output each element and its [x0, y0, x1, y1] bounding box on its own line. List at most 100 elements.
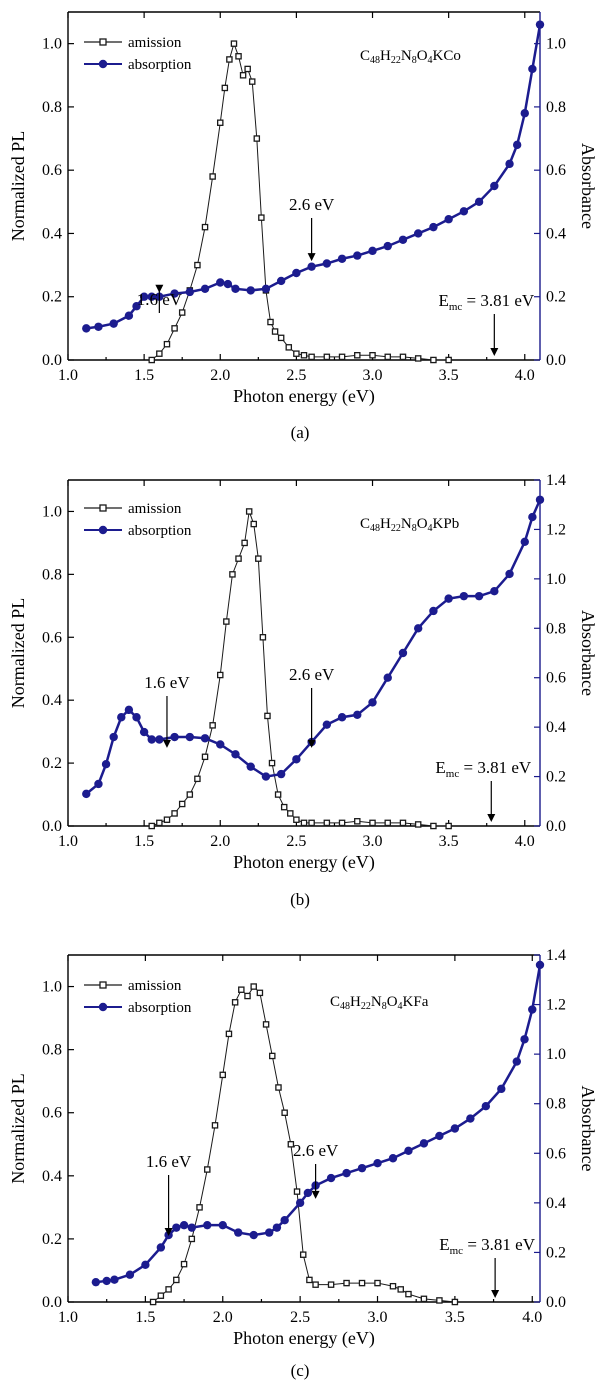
y-tick-label: 1.0 — [42, 503, 62, 520]
x-axis-title: Photon energy (eV) — [233, 1328, 375, 1349]
y-tick-label: 0.2 — [42, 755, 62, 772]
data-point-amission — [384, 819, 391, 827]
data-point-amission — [293, 816, 300, 823]
data-point-absorption — [203, 1220, 212, 1230]
data-point-amission — [163, 816, 171, 823]
data-point-amission — [300, 819, 308, 827]
x-tick-label: 2.5 — [286, 833, 306, 850]
y-tick-label: 0.0 — [42, 1294, 62, 1311]
data-point-amission — [343, 1279, 350, 1287]
data-point-amission — [225, 1030, 233, 1038]
data-point-absorption — [490, 181, 499, 191]
x-tick-label: 3.0 — [368, 1309, 388, 1326]
data-point-amission — [274, 791, 282, 798]
data-point-amission — [338, 819, 346, 827]
data-point-absorption — [444, 594, 453, 603]
data-point-absorption — [139, 292, 149, 301]
data-point-amission — [299, 1251, 307, 1258]
data-point-amission — [451, 1298, 459, 1306]
x-tick-label: 2.5 — [290, 1309, 310, 1326]
y2-axis-title: Absorbance — [578, 143, 598, 229]
data-point-amission — [221, 84, 229, 92]
data-point-absorption — [249, 1230, 258, 1240]
annotation-label: Emc = 3.81 eV — [435, 758, 531, 780]
data-point-absorption — [435, 1131, 444, 1141]
data-point-absorption — [109, 319, 118, 328]
data-point-amission — [271, 328, 279, 335]
data-point-absorption — [490, 587, 499, 596]
data-point-absorption — [512, 1057, 521, 1066]
data-point-absorption — [124, 311, 134, 320]
chart-panel-2: 1.0 1.5 2.0 2.5 3.0 3.5 4.00.00.20.40.60.81.00… — [8, 472, 598, 909]
data-point-amission — [173, 1276, 180, 1284]
x-axis-title: Photon energy (eV) — [233, 386, 375, 407]
data-point-amission — [285, 344, 293, 351]
y-tick-label: 0.2 — [42, 289, 62, 306]
data-point-amission — [277, 334, 285, 342]
data-point-amission — [256, 989, 264, 997]
x-tick-label: 1.5 — [135, 1309, 155, 1326]
data-point-absorption — [368, 246, 377, 256]
data-point-absorption — [147, 292, 156, 301]
data-point-absorption — [246, 762, 255, 771]
data-point-amission — [430, 822, 437, 830]
data-point-amission — [259, 634, 267, 641]
y2-tick-label: 0.0 — [546, 818, 566, 835]
data-point-amission — [148, 356, 155, 364]
data-point-amission — [165, 1286, 172, 1293]
chart-panel-1: 1.0 1.5 2.0 2.5 3.0 3.5 4.00.00.20.40.60.81.00… — [8, 11, 598, 442]
annotation-label: Emc = 3.81 eV — [439, 1235, 535, 1257]
data-point-amission — [445, 822, 452, 830]
y2-tick-label: 1.2 — [546, 997, 566, 1014]
data-point-absorption — [170, 732, 179, 742]
data-point-absorption — [535, 20, 545, 29]
legend-marker-absorption — [98, 525, 108, 535]
data-point-absorption — [357, 1163, 367, 1173]
y-tick-label: 0.4 — [42, 225, 62, 242]
data-point-amission — [430, 356, 437, 364]
data-point-amission — [280, 803, 288, 811]
data-point-amission — [186, 791, 194, 798]
y-axis-title: Normalized PL — [8, 598, 28, 708]
data-point-absorption — [505, 159, 514, 169]
data-point-amission — [226, 56, 233, 63]
data-point-absorption — [398, 648, 408, 658]
data-point-absorption — [474, 197, 484, 207]
data-point-amission — [231, 999, 239, 1006]
data-point-absorption — [383, 673, 392, 682]
data-point-amission — [255, 555, 262, 562]
data-point-absorption — [170, 289, 179, 298]
y-tick-label: 1.0 — [42, 36, 62, 53]
data-point-absorption — [303, 1188, 313, 1198]
data-point-amission — [211, 1122, 219, 1129]
compound-formula: C48H22N8O4KCo — [360, 48, 461, 66]
y-axis-title: Normalized PL — [8, 131, 28, 241]
data-point-absorption — [373, 1159, 382, 1168]
data-point-absorption — [102, 1276, 111, 1286]
data-point-absorption — [276, 769, 286, 779]
data-point-absorption — [520, 537, 529, 546]
panel-label: (c) — [291, 1361, 310, 1380]
data-point-amission — [209, 722, 216, 729]
panel-label: (a) — [291, 423, 310, 442]
data-point-amission — [201, 753, 209, 761]
x-tick-label: 1.0 — [58, 833, 78, 850]
annotation-arrowhead — [490, 348, 499, 356]
y2-tick-label: 0.6 — [546, 1145, 566, 1162]
data-point-amission — [157, 1292, 165, 1299]
legend-label-absorption: absorption — [128, 1000, 192, 1016]
y-tick-label: 0.0 — [42, 352, 62, 369]
annotation-arrowhead — [491, 1290, 500, 1298]
data-point-amission — [229, 571, 236, 578]
y2-axis-title: Absorbance — [578, 610, 598, 696]
data-point-absorption — [117, 713, 126, 722]
y-tick-label: 0.8 — [42, 99, 62, 116]
x-tick-label: 3.5 — [439, 833, 459, 850]
y2-axis-title: Absorbance — [578, 1086, 598, 1172]
y2-tick-label: 0.0 — [546, 352, 566, 369]
annotation-arrowhead — [162, 739, 171, 748]
data-point-absorption — [295, 1198, 305, 1208]
data-point-amission — [188, 1235, 196, 1243]
data-point-amission — [369, 819, 376, 827]
